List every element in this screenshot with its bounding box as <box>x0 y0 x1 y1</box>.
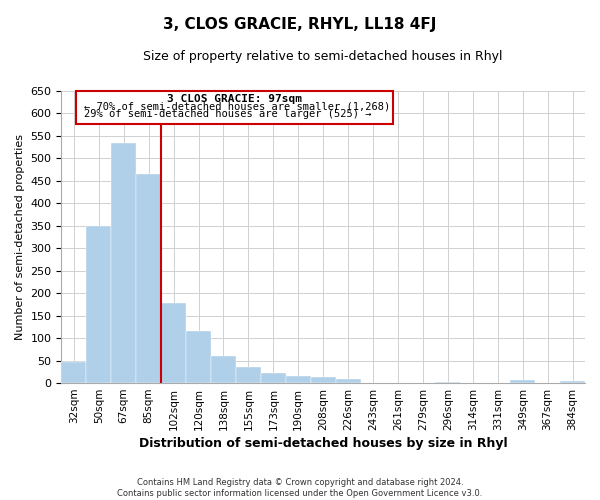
Bar <box>436 382 460 383</box>
Bar <box>161 303 186 383</box>
Text: 29% of semi-detached houses are larger (525) →: 29% of semi-detached houses are larger (… <box>84 109 371 119</box>
FancyBboxPatch shape <box>76 92 393 124</box>
Bar <box>510 380 535 383</box>
Bar <box>61 362 86 383</box>
Y-axis label: Number of semi-detached properties: Number of semi-detached properties <box>15 134 25 340</box>
Text: Contains HM Land Registry data © Crown copyright and database right 2024.
Contai: Contains HM Land Registry data © Crown c… <box>118 478 482 498</box>
Bar <box>311 377 335 383</box>
Bar <box>211 356 236 383</box>
Bar <box>286 376 311 383</box>
Text: 3, CLOS GRACIE, RHYL, LL18 4FJ: 3, CLOS GRACIE, RHYL, LL18 4FJ <box>163 18 437 32</box>
Text: 3 CLOS GRACIE: 97sqm: 3 CLOS GRACIE: 97sqm <box>167 94 302 104</box>
Bar <box>186 332 211 383</box>
X-axis label: Distribution of semi-detached houses by size in Rhyl: Distribution of semi-detached houses by … <box>139 437 508 450</box>
Bar <box>136 174 161 383</box>
Bar <box>560 382 585 383</box>
Bar <box>335 380 361 383</box>
Bar <box>86 226 111 383</box>
Title: Size of property relative to semi-detached houses in Rhyl: Size of property relative to semi-detach… <box>143 50 503 63</box>
Text: ← 70% of semi-detached houses are smaller (1,268): ← 70% of semi-detached houses are smalle… <box>84 102 390 112</box>
Bar <box>111 143 136 383</box>
Bar <box>236 368 261 383</box>
Bar <box>261 373 286 383</box>
